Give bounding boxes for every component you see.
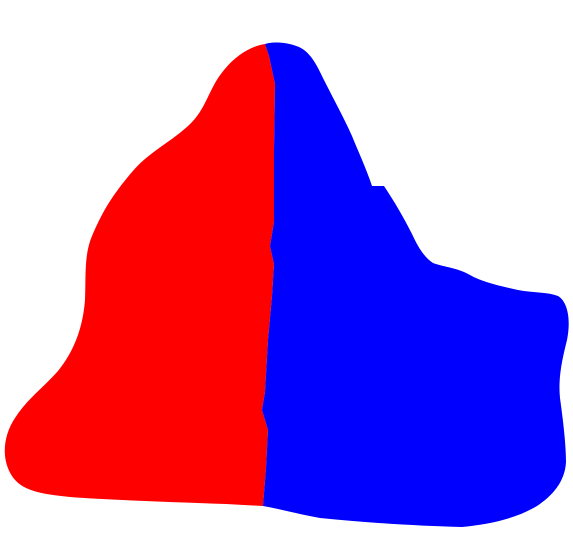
- red-region: [4, 44, 276, 506]
- blue-region: [262, 42, 569, 528]
